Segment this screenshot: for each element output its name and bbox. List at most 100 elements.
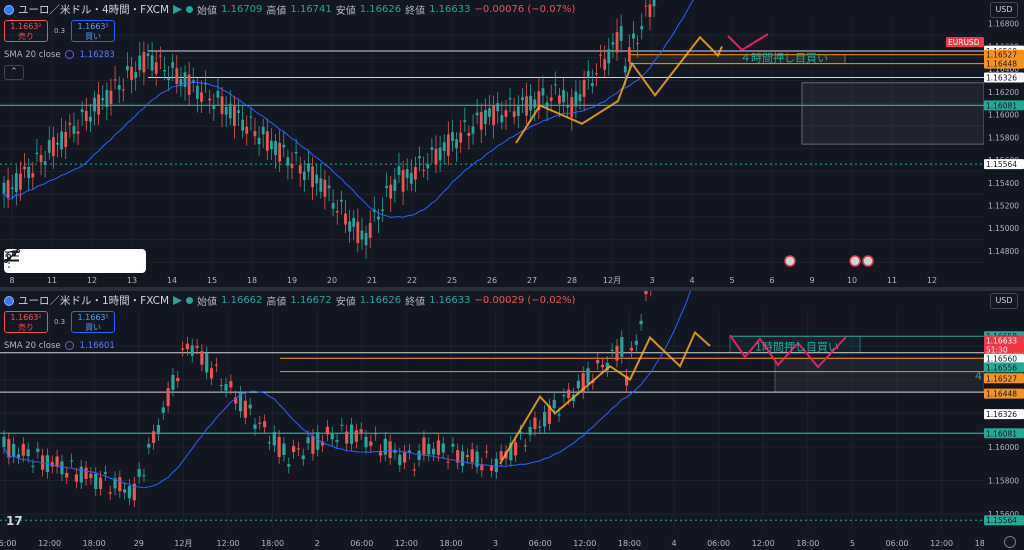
- sma-legend[interactable]: SMA 20 close 1.16601: [4, 341, 115, 351]
- zone-rectangle[interactable]: [801, 82, 985, 145]
- price-badge-label: 1.16556: [986, 363, 1017, 372]
- forecast-path[interactable]: [729, 334, 847, 369]
- sell-button[interactable]: 1.1663² 売り: [4, 311, 48, 333]
- collapse-legend-button[interactable]: ⌃: [4, 65, 24, 80]
- candle-body: [625, 375, 629, 386]
- currency-selector[interactable]: USD: [990, 2, 1018, 18]
- candle-body: [652, 0, 656, 7]
- settings-gear-icon[interactable]: [1004, 536, 1016, 548]
- buy-button[interactable]: 1.1663⁵ 買い: [71, 311, 116, 333]
- candle-body: [340, 424, 344, 426]
- market-flag-icon: [173, 296, 183, 305]
- candle-body: [19, 173, 22, 190]
- candle-body: [383, 438, 387, 455]
- symbol-title[interactable]: ユーロ／米ドル・1時間・FXCM: [18, 295, 170, 307]
- candle-body: [499, 451, 503, 460]
- x-tick-label: 3: [649, 276, 654, 285]
- x-tick-label: 15: [207, 276, 217, 285]
- candle-body: [307, 163, 310, 172]
- price-tick-label: 1.16400: [988, 65, 1019, 74]
- price-tick-label: 1.16000: [988, 443, 1019, 452]
- close-key: 終値: [405, 297, 426, 308]
- sell-button[interactable]: 1.1663² 売り: [4, 20, 48, 42]
- candle-body: [348, 221, 351, 232]
- candle-body: [319, 178, 323, 192]
- sma-line[interactable]: [3, 0, 720, 218]
- x-tick-label: 18:00: [83, 539, 106, 548]
- economic-event-icon[interactable]: [862, 255, 874, 267]
- candle-body: [31, 465, 35, 467]
- candle-body: [171, 62, 175, 68]
- candle-body: [401, 170, 405, 192]
- tradingview-logo[interactable]: 17: [6, 514, 23, 528]
- x-tick-label: 12:00: [395, 539, 418, 548]
- candle-body: [441, 443, 445, 453]
- candle-body: [595, 73, 598, 75]
- chart-pane-4h[interactable]: ４時間押し目買い 8 11 12 13 14 15 18 19 20 21 22 25 26 27 28 12月…: [0, 0, 1024, 287]
- price-tick-label: 1.15200: [988, 202, 1019, 211]
- candle-body: [316, 432, 320, 450]
- candle-body: [248, 404, 252, 409]
- candle-body: [331, 203, 335, 209]
- price-badge: [984, 409, 1024, 420]
- candle-body: [574, 91, 578, 107]
- chart-canvas-1h[interactable]: 1時間押し目買い 4 06:00 12:00 18:00 29 12月 12:00 18:00 2…: [0, 291, 1024, 550]
- candle-body: [397, 166, 401, 176]
- zone-rectangle[interactable]: [774, 357, 985, 393]
- candle-body: [56, 142, 59, 145]
- economic-event-icon[interactable]: [784, 255, 796, 267]
- price-badge: [984, 515, 1024, 526]
- candle-body: [51, 137, 55, 157]
- sma-line[interactable]: [3, 291, 723, 489]
- candle-body: [632, 33, 635, 39]
- currency-selector[interactable]: USD: [990, 293, 1018, 309]
- close-value: 1.16633: [429, 295, 471, 306]
- economic-event-icon[interactable]: [849, 255, 861, 267]
- annotation-text: 1時間押し目買い: [755, 340, 839, 354]
- candle-body: [298, 165, 302, 174]
- candle-body: [302, 171, 306, 181]
- candle-body: [147, 444, 151, 448]
- pane-divider[interactable]: [0, 287, 1024, 291]
- symbol-title[interactable]: ユーロ／米ドル・4時間・FXCM: [18, 4, 170, 16]
- chart-canvas-4h[interactable]: ４時間押し目買い 8 11 12 13 14 15 18 19 20 21 22 25 26 27 28 12月…: [0, 0, 1024, 287]
- candle-body: [118, 477, 122, 492]
- spread-value: 0.3: [54, 318, 66, 326]
- candle-body: [360, 230, 364, 240]
- horizontal-line-icon[interactable]: [4, 249, 20, 263]
- x-tick-label: 06:00: [529, 539, 552, 548]
- candle-body: [451, 443, 455, 447]
- forecast-path[interactable]: [727, 33, 769, 52]
- candle-body: [224, 384, 228, 391]
- sma-settings-icon[interactable]: [64, 341, 74, 350]
- sma-legend[interactable]: SMA 20 close 1.16283: [4, 50, 115, 60]
- candle-body: [187, 74, 191, 95]
- candle-body: [39, 155, 43, 163]
- candle-body: [590, 83, 594, 87]
- zigzag-path[interactable]: [499, 330, 711, 465]
- candle-body: [253, 424, 257, 429]
- candle-body: [442, 142, 446, 152]
- candle-body: [180, 348, 185, 350]
- x-tick-label: 12:00: [216, 539, 239, 548]
- candle-body: [514, 442, 518, 456]
- open-key: 始値: [197, 297, 218, 308]
- candle-body: [31, 173, 35, 178]
- drawing-toolbar[interactable]: [4, 249, 146, 273]
- price-tick-label: 1.16800: [988, 20, 1019, 29]
- candle-body: [368, 222, 372, 238]
- x-tick-label: 9: [809, 276, 814, 285]
- sma-settings-icon[interactable]: [64, 50, 74, 59]
- candle-body: [113, 79, 117, 81]
- candle-body: [47, 140, 51, 153]
- trade-buttons: 1.1663² 売り 0.3 1.1663⁵ 買い: [4, 20, 116, 42]
- candle-body: [195, 85, 199, 99]
- candle-body: [518, 431, 523, 434]
- candle-body: [480, 464, 484, 471]
- high-key: 高値: [266, 6, 287, 17]
- candle-body: [26, 449, 30, 457]
- zigzag-path[interactable]: [515, 35, 723, 144]
- buy-button[interactable]: 1.1663⁵ 買い: [71, 20, 116, 42]
- candle-body: [488, 108, 491, 117]
- chart-pane-1h[interactable]: 1時間押し目買い 4 06:00 12:00 18:00 29 12月 12:00 18:00 2…: [0, 291, 1024, 550]
